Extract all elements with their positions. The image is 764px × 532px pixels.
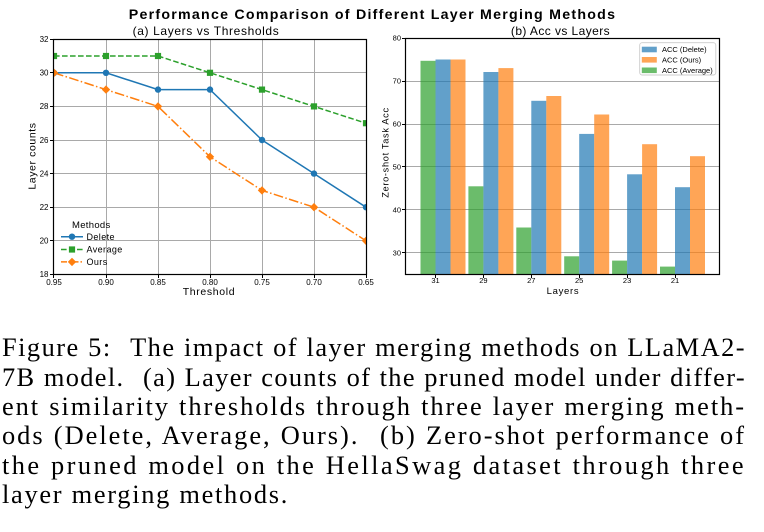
svg-text:50: 50	[393, 163, 401, 172]
svg-text:Performance Comparison of Diff: Performance Comparison of Different Laye…	[129, 7, 616, 23]
svg-text:Average: Average	[87, 245, 123, 255]
svg-text:0.95: 0.95	[46, 278, 62, 287]
svg-text:29: 29	[479, 276, 487, 285]
svg-text:18: 18	[40, 270, 49, 279]
svg-text:28: 28	[40, 102, 49, 111]
svg-text:24: 24	[40, 169, 49, 178]
svg-text:80: 80	[393, 34, 401, 43]
svg-text:23: 23	[623, 276, 631, 285]
svg-text:0.65: 0.65	[358, 278, 374, 287]
svg-text:27: 27	[527, 276, 535, 285]
svg-text:Delete: Delete	[87, 232, 115, 242]
svg-text:26: 26	[40, 136, 49, 145]
svg-text:0.85: 0.85	[150, 278, 166, 287]
svg-text:(b) Acc vs Layers: (b) Acc vs Layers	[511, 24, 610, 38]
svg-text:Zero-shot Task Acc: Zero-shot Task Acc	[380, 107, 390, 198]
svg-text:20: 20	[40, 237, 49, 246]
svg-text:30: 30	[393, 249, 401, 258]
svg-text:25: 25	[575, 276, 583, 285]
svg-text:0.90: 0.90	[98, 278, 114, 287]
svg-text:Methods: Methods	[72, 220, 111, 231]
svg-text:Layers: Layers	[547, 286, 580, 297]
svg-text:31: 31	[431, 276, 439, 285]
svg-text:0.80: 0.80	[202, 278, 218, 287]
svg-text:(a) Layers vs Thresholds: (a) Layers vs Thresholds	[133, 24, 280, 38]
svg-text:30: 30	[40, 69, 49, 78]
svg-text:22: 22	[40, 203, 49, 212]
svg-text:70: 70	[393, 77, 401, 86]
svg-text:0.70: 0.70	[306, 278, 322, 287]
svg-text:21: 21	[671, 276, 679, 285]
svg-text:ACC (Delete): ACC (Delete)	[662, 45, 707, 54]
svg-text:Threshold: Threshold	[183, 286, 236, 298]
svg-text:ACC (Average): ACC (Average)	[662, 66, 713, 75]
svg-text:32: 32	[40, 35, 49, 44]
svg-text:Ours: Ours	[87, 257, 108, 267]
svg-text:40: 40	[393, 206, 401, 215]
svg-text:ACC (Ours): ACC (Ours)	[662, 56, 702, 65]
svg-text:60: 60	[393, 120, 401, 129]
svg-text:Layer counts: Layer counts	[26, 122, 38, 189]
svg-text:0.75: 0.75	[254, 278, 270, 287]
